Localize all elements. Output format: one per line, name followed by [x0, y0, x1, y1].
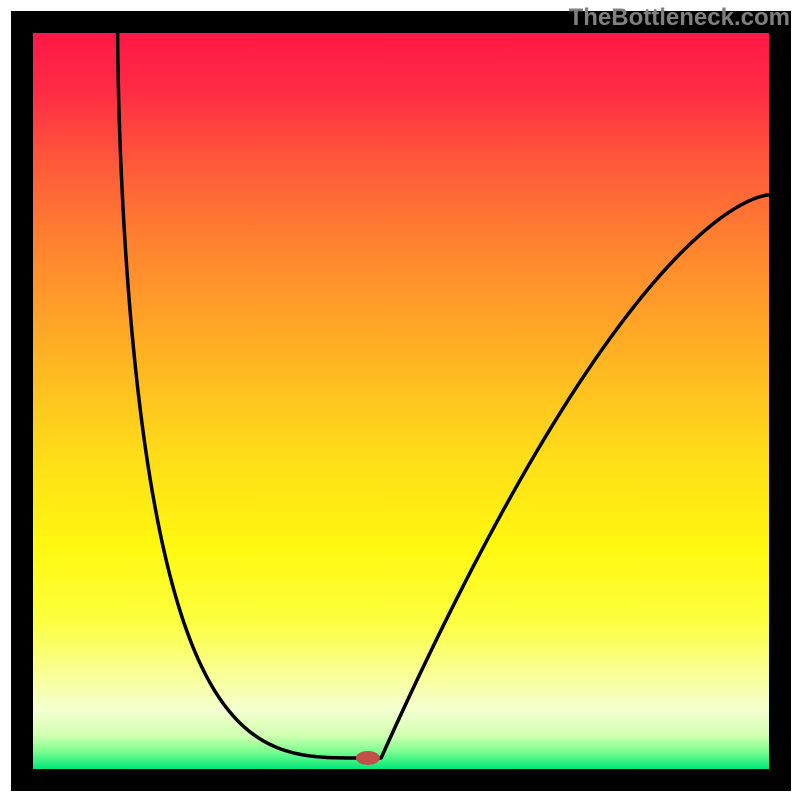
chart-container: { "watermark": { "text": "TheBottleneck.…: [0, 0, 800, 800]
watermark-text: TheBottleneck.com: [569, 4, 790, 32]
bottleneck-chart: [0, 0, 800, 800]
gradient-background: [33, 33, 769, 769]
bottleneck-marker: [356, 751, 380, 765]
